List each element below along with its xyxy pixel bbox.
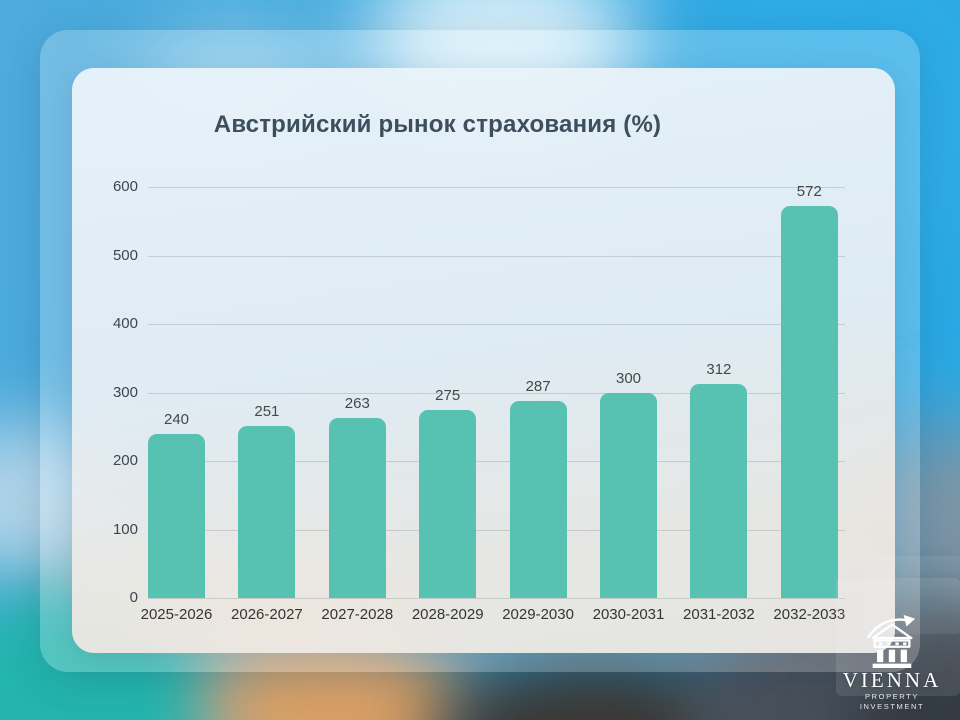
logo-name: VIENNA (842, 668, 942, 692)
y-axis-tick-label: 100 (112, 520, 138, 538)
bar (690, 384, 748, 598)
x-axis-tick-label: 2026-2027 (231, 606, 303, 623)
gridline (148, 392, 845, 394)
x-axis-tick-label: 2030-2031 (592, 606, 665, 623)
bar (419, 409, 477, 598)
bar (328, 417, 386, 598)
bar-value-label: 251 (254, 403, 280, 421)
x-axis-tick-label: 2027-2028 (321, 606, 394, 623)
y-axis-tick-label: 400 (112, 315, 138, 332)
x-axis-tick-label: 2028-2029 (411, 606, 484, 623)
bar-value-label: 300 (615, 369, 642, 387)
bar (600, 392, 657, 598)
y-axis-tick-label: 600 (112, 178, 138, 195)
gridline (148, 598, 845, 599)
bar (509, 401, 567, 598)
gridline (148, 255, 845, 257)
bar (238, 426, 296, 598)
y-axis-tick-label: 200 (112, 452, 138, 469)
y-axis-tick-label: 0 (129, 589, 138, 606)
gridline (148, 187, 845, 188)
x-axis-tick-label: 2029-2030 (502, 606, 574, 623)
gridline (148, 461, 845, 462)
bar-value-label: 572 (796, 183, 822, 201)
x-axis-tick-label: 2032-2033 (773, 606, 846, 623)
bar-value-label: 275 (435, 386, 461, 404)
y-axis-tick-label: 500 (112, 246, 138, 264)
gridline (148, 324, 845, 325)
x-axis-tick-label: 2031-2032 (683, 606, 755, 623)
bar-value-label: 312 (706, 361, 732, 379)
x-axis-tick-label: 2025-2026 (140, 606, 213, 623)
logo-tagline: PROPERTY INVESTMENT (859, 692, 925, 711)
classical-building-growth-arrow-icon (866, 614, 916, 668)
bar (148, 433, 205, 598)
bar (780, 206, 838, 598)
bar-value-label: 240 (163, 410, 190, 428)
chart-title: Австрийский рынок страхования (%) (213, 111, 662, 138)
bar-value-label: 263 (344, 394, 370, 412)
chart-card: Австрийский рынок страхования (%) 0 100 20… (72, 68, 895, 653)
bar-value-label: 287 (525, 378, 551, 396)
bar-chart-plot-area: 0 100 200 300 400 500 600 240 2025-2026 251 2026-2… (113, 178, 845, 623)
company-logo: VIENNA PROPERTY INVESTMENT (836, 612, 948, 712)
y-axis-tick-label: 300 (112, 383, 138, 401)
gridline (148, 529, 845, 531)
